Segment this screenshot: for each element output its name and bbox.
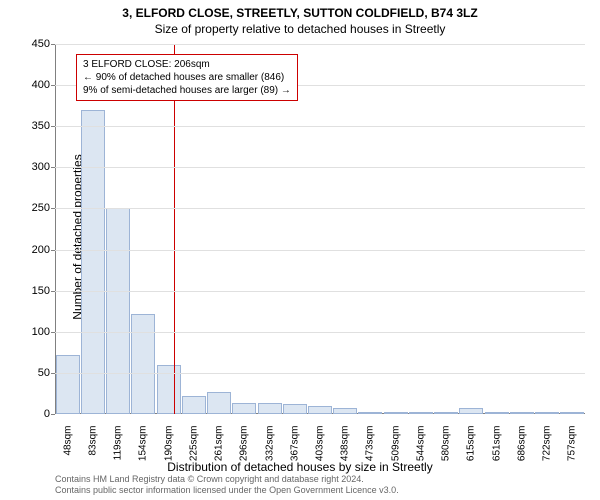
- y-tick-mark: [51, 291, 55, 292]
- y-tick-label: 50: [10, 367, 50, 379]
- bar: [409, 412, 433, 414]
- bar: [56, 355, 80, 414]
- bar: [434, 412, 458, 414]
- bar: [182, 396, 206, 414]
- x-tick-label: 438sqm: [340, 426, 351, 476]
- x-tick-label: 225sqm: [188, 426, 199, 476]
- x-tick-label: 544sqm: [415, 426, 426, 476]
- y-tick-label: 0: [10, 408, 50, 420]
- x-tick-label: 154sqm: [138, 426, 149, 476]
- annotation-line-3: 9% of semi-detached houses are larger (8…: [83, 84, 291, 97]
- x-tick-label: 261sqm: [214, 426, 225, 476]
- grid-line: [55, 44, 585, 45]
- grid-line: [55, 126, 585, 127]
- grid-line: [55, 167, 585, 168]
- bar: [333, 408, 357, 414]
- grid-line: [55, 332, 585, 333]
- y-tick-label: 300: [10, 161, 50, 173]
- y-tick-label: 400: [10, 79, 50, 91]
- y-tick-mark: [51, 44, 55, 45]
- y-tick-label: 100: [10, 326, 50, 338]
- grid-line: [55, 250, 585, 251]
- y-tick-mark: [51, 414, 55, 415]
- y-tick-label: 150: [10, 285, 50, 297]
- x-tick-label: 473sqm: [365, 426, 376, 476]
- footer: Contains HM Land Registry data © Crown c…: [55, 474, 399, 496]
- grid-line: [55, 291, 585, 292]
- x-tick-label: 48sqm: [62, 426, 73, 476]
- grid-line: [55, 208, 585, 209]
- x-tick-label: 403sqm: [315, 426, 326, 476]
- x-tick-label: 190sqm: [163, 426, 174, 476]
- grid-line: [55, 373, 585, 374]
- annotation-line-2: ← 90% of detached houses are smaller (84…: [83, 71, 291, 84]
- y-tick-label: 200: [10, 244, 50, 256]
- x-tick-label: 119sqm: [113, 426, 124, 476]
- y-tick-mark: [51, 208, 55, 209]
- y-tick-mark: [51, 126, 55, 127]
- x-tick-label: 367sqm: [289, 426, 300, 476]
- y-tick-mark: [51, 167, 55, 168]
- x-tick-label: 651sqm: [491, 426, 502, 476]
- chart-title: 3, ELFORD CLOSE, STREETLY, SUTTON COLDFI…: [0, 0, 600, 20]
- bar: [535, 412, 559, 414]
- bar: [510, 412, 534, 414]
- x-tick-label: 296sqm: [239, 426, 250, 476]
- x-tick-label: 332sqm: [264, 426, 275, 476]
- x-tick-label: 722sqm: [542, 426, 553, 476]
- bar: [560, 412, 584, 414]
- bar: [283, 404, 307, 414]
- y-tick-label: 450: [10, 38, 50, 50]
- y-tick-label: 350: [10, 120, 50, 132]
- x-tick-label: 615sqm: [466, 426, 477, 476]
- chart-subtitle: Size of property relative to detached ho…: [0, 20, 600, 36]
- bar: [308, 406, 332, 414]
- x-tick-label: 686sqm: [516, 426, 527, 476]
- footer-line-1: Contains HM Land Registry data © Crown c…: [55, 474, 399, 485]
- bar: [131, 314, 155, 414]
- x-tick-label: 509sqm: [390, 426, 401, 476]
- bar: [459, 408, 483, 414]
- annotation-line-1: 3 ELFORD CLOSE: 206sqm: [83, 58, 291, 71]
- bar: [232, 403, 256, 415]
- y-tick-mark: [51, 250, 55, 251]
- bar: [207, 392, 231, 414]
- x-tick-label: 757sqm: [567, 426, 578, 476]
- bar: [106, 208, 130, 414]
- bar: [258, 403, 282, 415]
- bar: [81, 110, 105, 414]
- x-tick-label: 580sqm: [441, 426, 452, 476]
- y-tick-mark: [51, 85, 55, 86]
- y-tick-mark: [51, 373, 55, 374]
- annotation-box: 3 ELFORD CLOSE: 206sqm ← 90% of detached…: [76, 54, 298, 101]
- x-tick-label: 83sqm: [87, 426, 98, 476]
- bar: [485, 412, 509, 414]
- footer-line-2: Contains public sector information licen…: [55, 485, 399, 496]
- y-tick-label: 250: [10, 202, 50, 214]
- y-tick-mark: [51, 332, 55, 333]
- bar: [384, 412, 408, 414]
- bar: [358, 412, 382, 414]
